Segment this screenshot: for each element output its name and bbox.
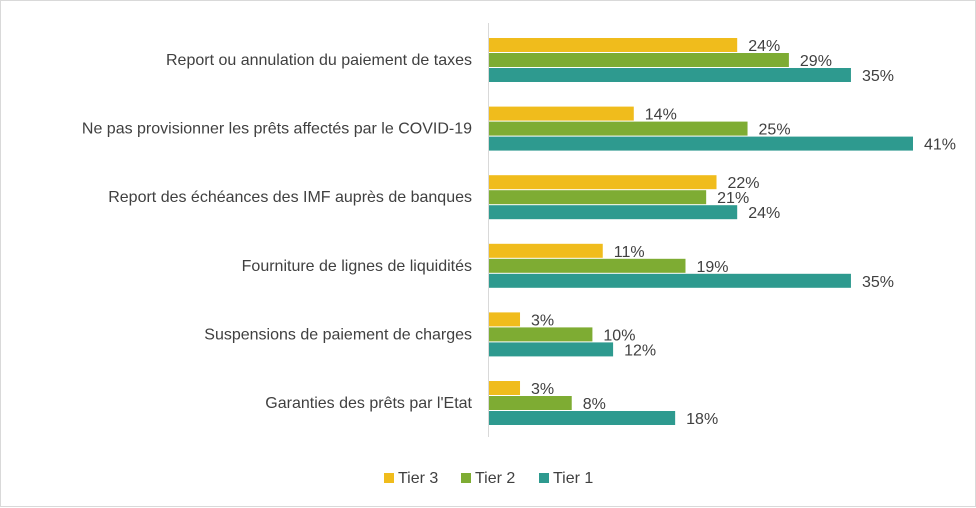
value-labels: 24%29%35%14%25%41%22%21%24%11%19%35%3%10… [531, 38, 956, 428]
data-label: 29% [800, 53, 832, 70]
data-label: 24% [748, 205, 780, 222]
data-label: 41% [924, 137, 956, 154]
bar-tier-2 [489, 258, 686, 273]
data-label: 19% [696, 259, 728, 276]
data-label: 21% [717, 190, 749, 207]
data-label: 14% [645, 107, 677, 124]
legend-label: Tier 3 [398, 470, 438, 487]
category-label: Report des échéances des IMF auprès de b… [108, 189, 472, 206]
legend: Tier 3 Tier 2 Tier 1 [384, 470, 593, 487]
category-label: Ne pas provisionner les prêts affectés p… [82, 121, 472, 138]
data-label: 12% [624, 342, 656, 359]
bar-tier-2 [489, 53, 789, 67]
data-label: 25% [759, 122, 791, 139]
bar-tier-2 [489, 121, 748, 136]
bar-tier-1 [489, 411, 676, 425]
bar-tier-2 [489, 190, 707, 205]
category-label: Fourniture de lignes de liquidités [242, 258, 472, 275]
category-label: Report ou annulation du paiement de taxe… [166, 52, 472, 69]
data-label: 8% [583, 396, 606, 413]
data-label: 35% [862, 68, 894, 85]
data-label: 24% [748, 38, 780, 55]
bar-tier-1 [489, 273, 851, 288]
bar-tier-3 [489, 312, 521, 327]
bars-layer [489, 38, 913, 425]
bar-tier-3 [489, 106, 634, 121]
bar-tier-3 [489, 38, 738, 52]
legend-label: Tier 2 [475, 470, 515, 487]
data-label: 18% [686, 411, 718, 428]
legend-label: Tier 1 [553, 470, 593, 487]
bar-tier-1 [489, 205, 738, 220]
data-label: 35% [862, 274, 894, 291]
bar-tier-1 [489, 136, 913, 151]
legend-swatch [539, 473, 549, 483]
bar-tier-2 [489, 327, 593, 342]
data-label: 10% [603, 327, 635, 344]
legend-swatch [384, 473, 394, 483]
data-label: 22% [728, 175, 760, 192]
data-label: 3% [531, 312, 554, 329]
bar-tier-3 [489, 243, 603, 258]
bar-tier-1 [489, 342, 614, 357]
bar-tier-1 [489, 68, 851, 82]
category-labels: Report ou annulation du paiement de taxe… [82, 52, 473, 412]
category-label: Garanties des prêts par l'Etat [265, 395, 472, 412]
category-label: Suspensions de paiement de charges [204, 326, 472, 343]
bar-tier-3 [489, 381, 521, 395]
bar-tier-2 [489, 396, 572, 410]
data-label: 3% [531, 381, 554, 398]
legend-swatch [461, 473, 471, 483]
bar-tier-3 [489, 175, 717, 190]
data-label: 11% [614, 244, 645, 261]
